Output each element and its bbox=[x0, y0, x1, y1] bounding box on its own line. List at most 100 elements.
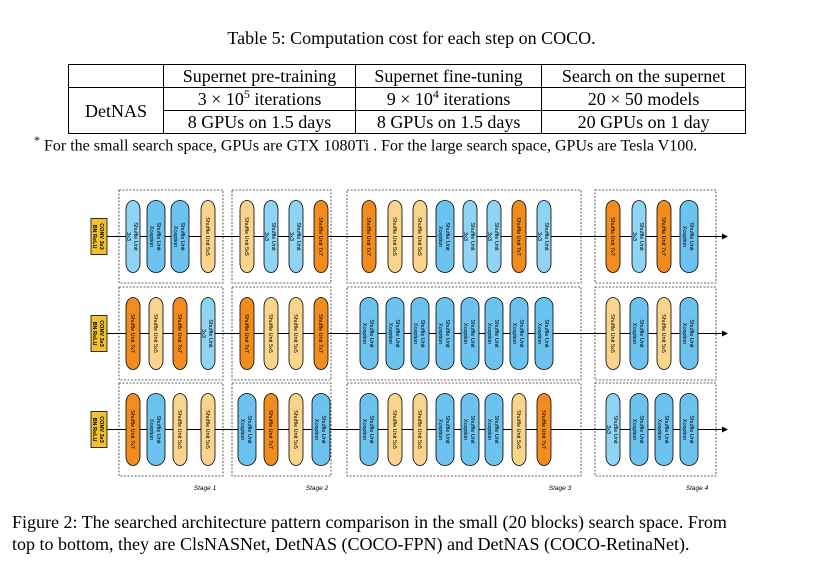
block-label: Shuffle Unit3x3 bbox=[486, 222, 499, 251]
block-label: Shuffle Unit 5x5 bbox=[292, 410, 298, 449]
block-label: Shuffle Unit 7x7 bbox=[317, 314, 323, 353]
table-footnote: * For the small search space, GPUs are G… bbox=[34, 133, 698, 155]
block-label: Shuffle Unit 5x5 bbox=[391, 217, 397, 256]
shuffle-block-xception bbox=[410, 297, 430, 370]
cell-gpus-finetuning: 8 GPUs on 1.5 days bbox=[355, 110, 543, 134]
figure-caption: Figure 2: The searched architecture patt… bbox=[12, 511, 812, 555]
block-label: Shuffle UnitXception bbox=[437, 319, 450, 348]
stage-box bbox=[231, 382, 332, 477]
block-label: Shuffle UnitXception bbox=[681, 319, 694, 348]
block-label: Shuffle Unit 7x7 bbox=[515, 217, 521, 256]
stage-box bbox=[594, 382, 717, 477]
shuffle-block-3x3 bbox=[263, 200, 279, 273]
shuffle-block-5x5 bbox=[200, 200, 216, 273]
stem-block bbox=[90, 411, 108, 448]
shuffle-block-7x7 bbox=[656, 200, 672, 273]
stem-block bbox=[90, 218, 108, 255]
shuffle-block-5x5 bbox=[200, 393, 216, 466]
block-label: Shuffle Unit3x3 bbox=[631, 222, 644, 251]
shuffle-block-3x3 bbox=[486, 200, 502, 273]
block-label: Shuffle UnitXception bbox=[536, 319, 549, 348]
block-label: Shuffle Unit 7x7 bbox=[129, 410, 135, 449]
shuffle-block-5x5 bbox=[412, 393, 428, 466]
shuffle-block-3x3 bbox=[200, 297, 216, 370]
block-label: Shuffle UnitXception bbox=[681, 415, 694, 444]
shuffle-block-3x3 bbox=[288, 200, 304, 273]
block-label: Shuffle Unit 5x5 bbox=[416, 410, 422, 449]
shuffle-block-5x5 bbox=[263, 297, 279, 370]
shuffle-block-5x5 bbox=[511, 393, 527, 466]
figure-caption-line-1: Figure 2: The searched architecture patt… bbox=[12, 512, 727, 532]
shuffle-block-xception bbox=[385, 297, 405, 370]
block-label: Shuffle Unit 7x7 bbox=[267, 410, 273, 449]
stem-label: CONV 3x3BN ReLU bbox=[91, 223, 104, 250]
shuffle-block-7x7 bbox=[172, 297, 188, 370]
block-label: Shuffle Unit 5x5 bbox=[391, 410, 397, 449]
shuffle-block-7x7 bbox=[536, 393, 552, 466]
shuffle-block-xception bbox=[460, 393, 480, 466]
block-label: Shuffle Unit3x3 bbox=[200, 319, 213, 348]
stage-box bbox=[346, 286, 582, 381]
block-label: Shuffle Unit 7x7 bbox=[609, 217, 615, 256]
shuffle-block-7x7 bbox=[125, 297, 141, 370]
block-label: Shuffle UnitXception bbox=[387, 319, 400, 348]
block-label: Shuffle Unit 7x7 bbox=[540, 410, 546, 449]
stem-label: CONV 3x3BN ReLU bbox=[91, 416, 104, 443]
block-label: Shuffle Unit 5x5 bbox=[204, 217, 210, 256]
shuffle-block-xception bbox=[435, 297, 455, 370]
shuffle-block-xception bbox=[484, 393, 504, 466]
shuffle-block-7x7 bbox=[239, 297, 255, 370]
shuffle-block-xception bbox=[629, 393, 649, 466]
block-label: Shuffle UnitXception bbox=[412, 319, 425, 348]
shuffle-block-3x3 bbox=[125, 200, 141, 273]
shuffle-block-xception bbox=[435, 200, 455, 273]
table-corner-cell bbox=[68, 64, 164, 88]
block-label: Shuffle UnitXception bbox=[511, 319, 524, 348]
shuffle-block-xception bbox=[170, 200, 190, 273]
stage-box bbox=[231, 189, 332, 284]
stage-label: Stage 3 bbox=[549, 485, 572, 492]
shuffle-block-xception bbox=[311, 393, 331, 466]
block-label: Shuffle Unit 5x5 bbox=[152, 314, 158, 353]
shuffle-block-7x7 bbox=[605, 200, 621, 273]
stage-box bbox=[118, 382, 224, 477]
shuffle-block-3x3 bbox=[536, 200, 552, 273]
shuffle-block-7x7 bbox=[313, 297, 329, 370]
stage-box bbox=[346, 189, 582, 284]
shuffle-block-7x7 bbox=[263, 393, 279, 466]
block-label: Shuffle UnitXception bbox=[172, 222, 185, 251]
shuffle-block-7x7 bbox=[361, 200, 377, 273]
shuffle-block-xception bbox=[359, 393, 379, 466]
stem-block bbox=[90, 315, 108, 352]
shuffle-block-xception bbox=[679, 297, 699, 370]
shuffle-block-xception bbox=[237, 393, 257, 466]
block-label: Shuffle UnitXception bbox=[462, 415, 475, 444]
block-label: Shuffle Unit 5x5 bbox=[292, 314, 298, 353]
shuffle-block-xception bbox=[629, 297, 649, 370]
cost-table: Supernet pre-training Supernet fine-tuni… bbox=[68, 64, 746, 134]
stage-box bbox=[231, 286, 332, 381]
shuffle-block-xception bbox=[509, 297, 529, 370]
shuffle-block-xception bbox=[679, 393, 699, 466]
stage-label: Stage 1 bbox=[194, 485, 217, 492]
block-label: Shuffle Unit3x3 bbox=[536, 222, 549, 251]
shuffle-block-xception bbox=[679, 200, 699, 273]
block-label: Shuffle UnitXception bbox=[656, 415, 669, 444]
block-label: Shuffle Unit3x3 bbox=[125, 222, 138, 251]
block-label: Shuffle Unit 5x5 bbox=[416, 217, 422, 256]
stage-box bbox=[346, 382, 582, 477]
block-label: Shuffle UnitXception bbox=[437, 222, 450, 251]
block-label: Shuffle Unit 5x5 bbox=[176, 410, 182, 449]
block-label: Shuffle Unit3x3 bbox=[263, 222, 276, 251]
stage-label: Stage 4 bbox=[686, 485, 709, 492]
block-label: Shuffle Unit 7x7 bbox=[129, 314, 135, 353]
block-label: Shuffle UnitXception bbox=[437, 415, 450, 444]
shuffle-block-xception bbox=[460, 297, 480, 370]
block-label: Shuffle Unit 5x5 bbox=[609, 314, 615, 353]
col-header-pretraining: Supernet pre-training bbox=[162, 64, 357, 88]
block-label: Shuffle Unit 5x5 bbox=[660, 314, 666, 353]
block-label: Shuffle Unit 7x7 bbox=[243, 314, 249, 353]
cell-gpus-search: 20 GPUs on 1 day bbox=[541, 110, 746, 134]
block-label: Shuffle UnitXception bbox=[148, 222, 161, 251]
shuffle-block-7x7 bbox=[125, 393, 141, 466]
